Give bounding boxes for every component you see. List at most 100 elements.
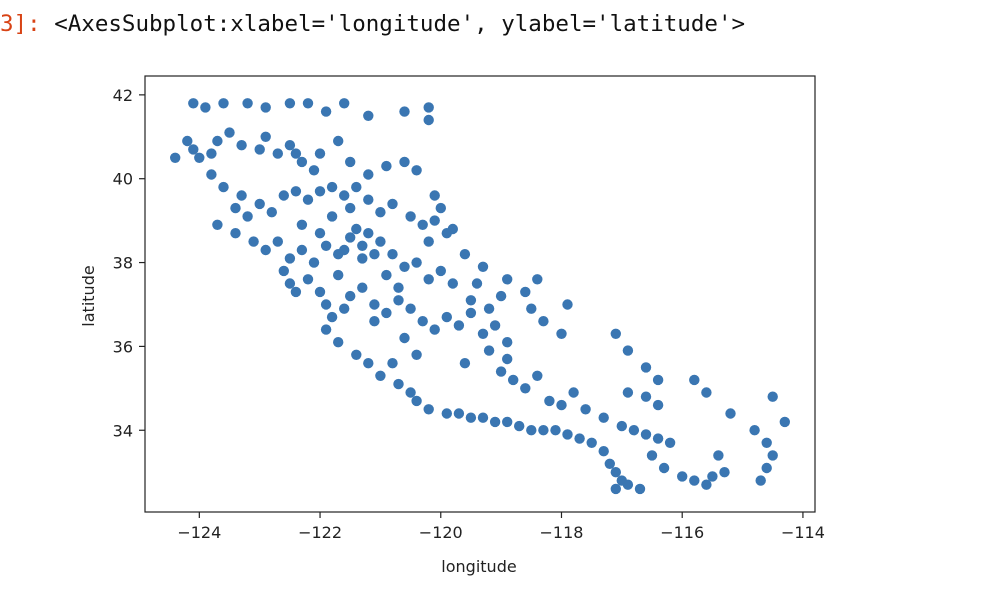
data-point [556,328,567,339]
data-point [634,483,646,495]
data-point [314,148,326,159]
data-point [429,190,440,201]
x-tick-label: −124 [177,523,221,542]
data-point [532,370,543,381]
data-point [284,278,296,289]
data-point [375,370,386,381]
data-point [260,244,271,256]
data-point [658,462,670,474]
data-point [465,412,477,423]
data-point [363,194,374,205]
y-tick-label: 40 [113,170,133,189]
data-point [339,303,350,314]
x-tick-label: −116 [660,523,704,542]
data-point [423,114,434,126]
data-point [369,249,380,260]
data-point [465,295,477,306]
data-point [393,378,404,390]
data-point [526,425,537,436]
data-point [230,202,241,214]
data-point [314,186,326,197]
data-point [363,110,374,122]
data-point [212,135,223,147]
data-point [586,437,597,448]
data-point [417,219,428,230]
data-point [483,303,495,314]
data-point [701,479,712,490]
data-point [387,198,398,210]
data-point [206,169,217,180]
data-point [562,429,573,440]
data-point [453,320,465,331]
data-point [544,395,555,407]
data-point [266,207,277,218]
data-point [689,475,700,486]
data-point [779,416,790,428]
data-point [568,387,579,398]
data-point [441,228,452,239]
data-point [640,391,652,402]
data-point [405,211,416,222]
x-tick-label: −118 [540,523,584,542]
data-point [242,211,253,222]
data-point [375,236,386,247]
data-point [556,399,567,411]
data-point [302,274,314,285]
data-point [640,429,652,440]
data-point [471,278,483,289]
data-point [290,286,302,298]
data-point [477,328,489,339]
data-point [399,106,410,117]
data-point [399,156,410,168]
data-point [363,169,374,180]
data-point [296,219,308,230]
data-point [489,320,501,331]
output-line: 3]: <AxesSubplot:xlabel='longitude', yla… [0,6,745,42]
data-point [369,299,380,310]
data-point [411,165,422,176]
data-point [574,433,585,444]
data-point [357,240,368,251]
data-point [411,349,422,360]
data-point [429,324,440,335]
data-point [689,374,700,386]
plot-axes [144,75,816,513]
data-point [326,181,338,193]
data-point [399,261,410,272]
data-point [351,223,362,235]
data-point [664,437,676,448]
data-point [598,446,609,457]
data-point [719,467,730,478]
data-point [713,450,724,461]
data-point [230,228,241,239]
data-point [224,127,235,138]
data-point [363,358,374,369]
data-point [272,236,283,247]
data-point [393,295,404,306]
data-point [314,286,326,298]
data-point [218,98,229,109]
data-point [339,244,350,256]
data-point [242,98,253,109]
data-point [363,228,374,239]
data-point [212,219,223,230]
data-point [339,98,350,109]
y-tick-label: 42 [113,86,133,105]
data-point [646,450,658,461]
data-point [483,345,495,356]
data-point [477,261,489,272]
data-point [580,404,591,415]
data-point [236,140,247,151]
data-point [417,316,428,327]
data-point [290,186,302,197]
data-point [170,152,181,163]
data-point [489,416,501,428]
data-point [550,425,561,436]
data-point [622,387,634,398]
data-point [278,265,289,277]
data-point [435,265,446,277]
data-point [405,387,416,398]
data-point [677,471,688,482]
data-point [345,156,356,168]
data-point [302,194,314,205]
